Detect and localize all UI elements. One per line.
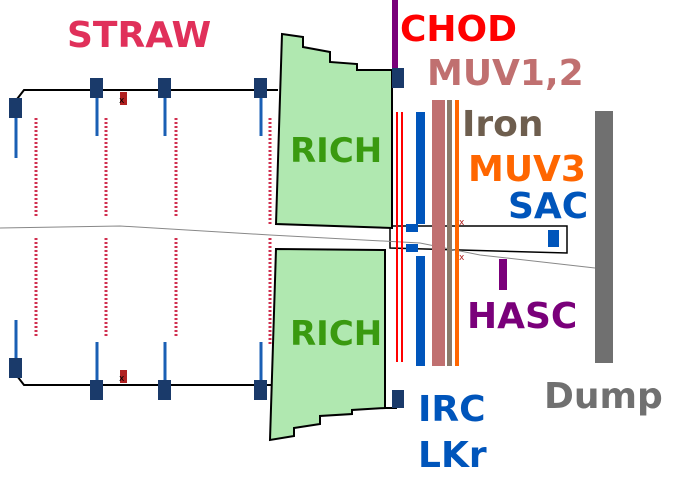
label-muv12: MUV1,2 — [427, 53, 584, 94]
irc-top — [406, 224, 418, 232]
straw-chamber-4 — [254, 78, 272, 400]
chod-planes — [396, 112, 403, 362]
label-chod: CHOD — [400, 9, 517, 50]
muv12-bar — [432, 100, 445, 366]
hasc-block — [499, 259, 507, 290]
svg-text:x: x — [459, 218, 465, 228]
label-straw: STRAW — [67, 15, 211, 56]
rich-top — [274, 32, 393, 230]
label-hasc: HASC — [467, 296, 577, 337]
label-iron: Iron — [462, 104, 544, 145]
label-rich-bottom: RICH — [290, 314, 382, 354]
label-rich-top: RICH — [290, 131, 382, 171]
label-irc: IRC — [418, 389, 486, 430]
svg-text:x: x — [119, 374, 125, 384]
chod-bar — [392, 0, 398, 78]
label-muv3: MUV3 — [468, 149, 586, 190]
irc-bottom — [406, 244, 418, 252]
sac-block — [548, 230, 559, 247]
label-dump: Dump — [544, 376, 663, 417]
muv3-bar — [455, 100, 459, 366]
straw-chamber-3 — [158, 78, 178, 400]
label-sac: SAC — [508, 186, 588, 227]
beam-dump — [595, 111, 613, 363]
tank-exit-bottom-box — [392, 390, 404, 408]
lkr-top — [416, 112, 425, 224]
label-lkr: LKr — [418, 435, 487, 476]
lkr-bottom — [416, 256, 425, 366]
straw-red-markers: x x — [119, 92, 127, 384]
straw-chamber-1 — [9, 98, 38, 378]
tank-top-edge — [13, 89, 278, 104]
tank-exit-top-box — [392, 68, 404, 88]
straw-chambers: x x — [9, 78, 272, 400]
straw-chamber-2 — [90, 78, 108, 400]
tank-bottom-edge — [13, 371, 278, 386]
iron-bar — [447, 100, 452, 366]
beam-line — [0, 225, 596, 269]
rich-bottom — [268, 247, 386, 442]
svg-text:x: x — [459, 253, 465, 263]
svg-text:x: x — [119, 96, 125, 106]
